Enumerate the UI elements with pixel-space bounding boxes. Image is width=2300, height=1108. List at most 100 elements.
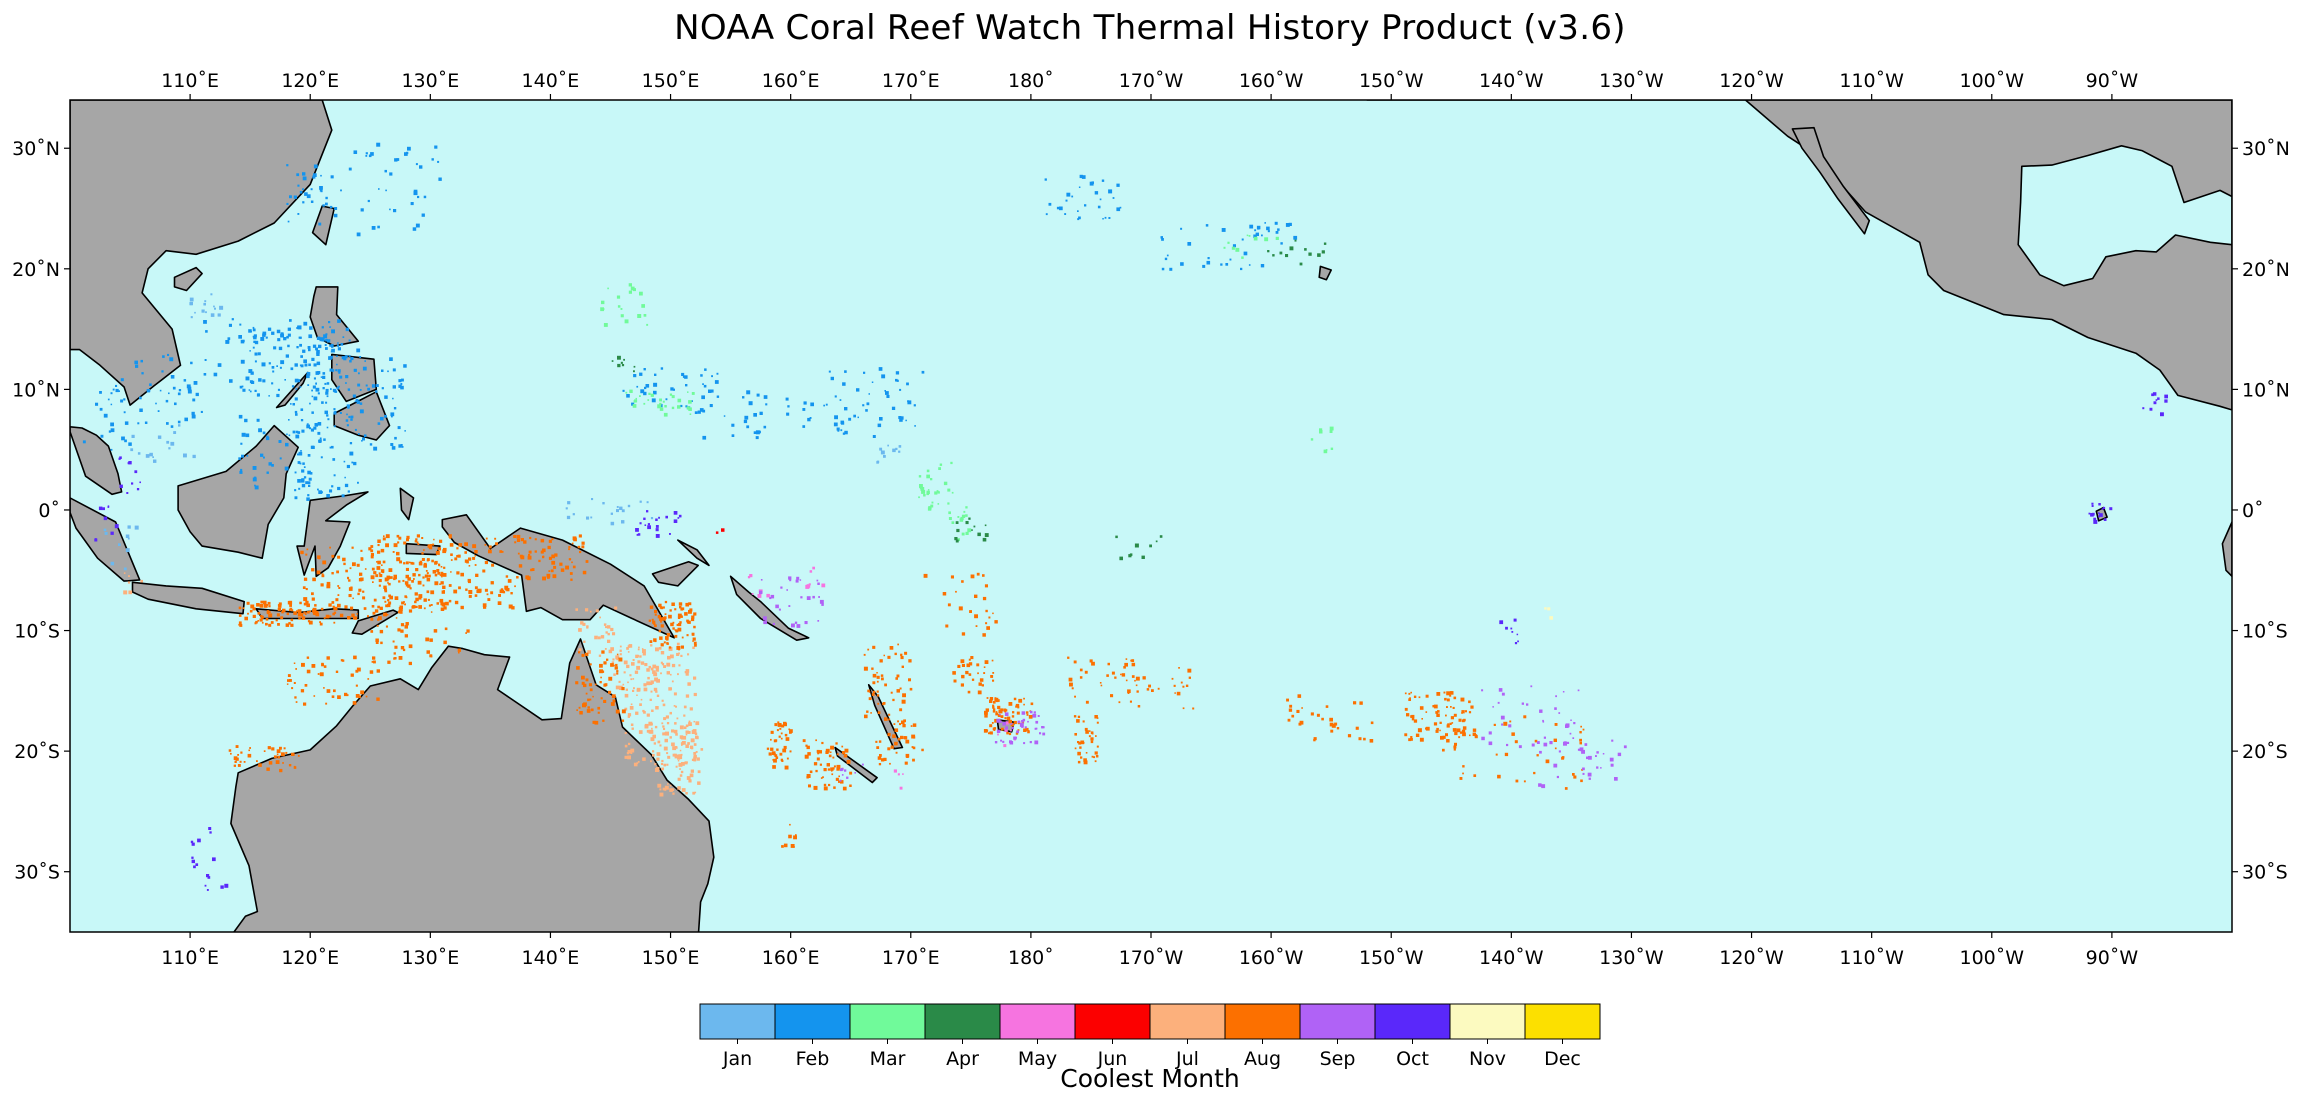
reef-pixel	[300, 689, 305, 693]
reef-pixel	[103, 528, 107, 532]
reef-pixel	[1232, 244, 1236, 248]
reef-pixel	[669, 393, 673, 396]
reef-pixel	[569, 572, 573, 575]
reef-pixel	[991, 659, 994, 662]
reef-pixel	[1514, 740, 1518, 744]
reef-pixel	[633, 365, 636, 368]
reef-pixel	[992, 710, 996, 713]
reef-pixel	[121, 436, 125, 441]
reef-pixel	[844, 407, 848, 411]
reef-pixel	[342, 557, 346, 562]
reef-pixel	[1134, 679, 1136, 682]
reef-pixel	[1439, 729, 1441, 732]
reef-pixel	[319, 622, 323, 626]
reef-pixel	[979, 678, 984, 682]
reef-pixel	[348, 167, 352, 171]
reef-pixel	[753, 413, 757, 417]
reef-pixel	[999, 720, 1002, 723]
reef-pixel	[398, 536, 402, 540]
reef-pixel	[862, 404, 865, 407]
reef-pixel	[166, 422, 169, 425]
reef-pixel	[292, 403, 295, 406]
reef-pixel	[516, 538, 521, 542]
reef-pixel	[139, 408, 143, 412]
reef-pixel	[868, 393, 870, 395]
land-sumatra	[70, 497, 141, 582]
reef-pixel	[404, 625, 408, 629]
reef-pixel	[315, 347, 318, 351]
reef-pixel	[1257, 227, 1260, 230]
reef-pixel	[685, 669, 690, 673]
reef-pixel	[603, 623, 607, 626]
reef-pixel	[398, 379, 402, 383]
reef-pixel	[271, 464, 274, 467]
reef-pixel	[295, 413, 298, 416]
reef-pixel	[307, 454, 311, 457]
reef-pixel	[276, 365, 278, 367]
reef-pixel	[818, 596, 820, 598]
reef-pixel	[656, 752, 661, 756]
reef-pixel	[905, 419, 907, 422]
reef-pixel	[349, 567, 352, 570]
reef-pixel	[619, 506, 623, 510]
reef-pixel	[686, 634, 689, 637]
reef-pixel	[815, 739, 817, 742]
reef-pixel	[1521, 702, 1524, 705]
reef-pixel	[702, 409, 706, 413]
reef-pixel	[676, 642, 680, 646]
reef-pixel	[1030, 710, 1033, 714]
reef-pixel	[297, 609, 302, 613]
reef-pixel	[610, 512, 613, 515]
reef-pixel	[660, 762, 664, 766]
reef-pixel	[895, 378, 898, 382]
reef-pixel	[659, 792, 664, 797]
reef-pixel	[662, 732, 666, 736]
reef-pixel	[675, 765, 678, 768]
reef-cluster-feb	[203, 318, 277, 389]
reef-pixel	[1104, 216, 1107, 219]
reef-pixel	[1192, 707, 1195, 710]
reef-pixel	[1506, 743, 1509, 747]
reef-pixel	[912, 746, 916, 750]
reef-pixel	[630, 286, 635, 291]
reef-pixel	[149, 383, 152, 386]
reef-pixel	[597, 711, 600, 714]
reef-pixel	[789, 731, 792, 734]
reef-pixel	[345, 327, 350, 332]
reef-pixel	[1313, 738, 1316, 742]
lon-tick-label-bottom: 150˚W	[1359, 947, 1424, 969]
reef-pixel	[450, 571, 452, 573]
land-sulawesi	[296, 491, 369, 578]
reef-pixel	[153, 459, 157, 463]
reef-pixel	[642, 709, 645, 713]
lon-tick-label-bottom: 160˚W	[1239, 947, 1304, 969]
reef-pixel	[802, 739, 806, 743]
reef-pixel	[1488, 741, 1493, 746]
reef-pixel	[204, 300, 207, 303]
reef-pixel	[772, 765, 776, 769]
reef-pixel	[643, 402, 646, 405]
reef-pixel	[332, 605, 335, 608]
reef-pixel	[394, 436, 397, 440]
reef-pixel	[1545, 759, 1550, 764]
reef-pixel	[658, 603, 662, 608]
reef-pixel	[572, 513, 575, 516]
reef-pixel	[648, 665, 651, 669]
reef-pixel	[278, 604, 282, 608]
reef-pixel	[670, 673, 672, 676]
reef-pixel	[830, 745, 834, 750]
reef-pixel	[938, 467, 941, 470]
reef-pixel	[1542, 719, 1544, 722]
reef-pixel	[225, 340, 230, 344]
reef-pixel	[565, 507, 568, 510]
reef-pixel	[654, 640, 657, 643]
reef-pixel	[110, 428, 115, 433]
reef-pixel	[284, 466, 289, 471]
reef-pixel	[675, 629, 679, 633]
reef-pixel	[627, 713, 632, 717]
reef-pixel	[302, 172, 306, 176]
reef-pixel	[879, 417, 883, 421]
reef-pixel	[977, 672, 979, 675]
reef-pixel	[404, 595, 407, 598]
reef-pixel	[392, 551, 395, 553]
